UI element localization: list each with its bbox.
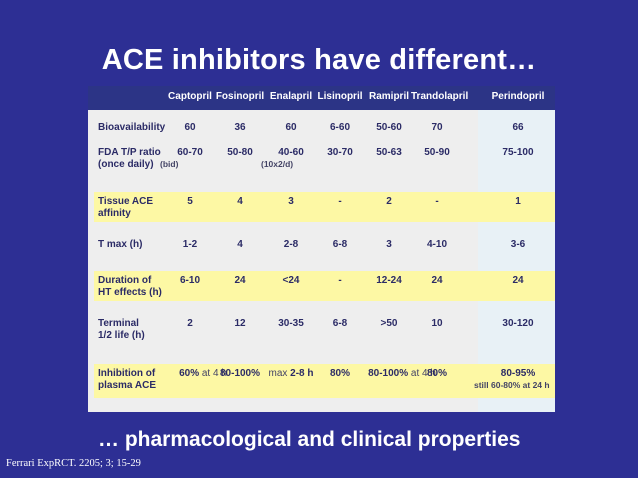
table-cell: >50 [380,318,398,329]
highlight-band [94,192,555,222]
table-cell: 60-70 (bid) [160,147,203,169]
table-cell: 80% [329,368,350,379]
table-cell: <24 [282,275,300,286]
table-cell: 3-6 [510,239,526,250]
table-cell: 66 [512,122,524,133]
row-label: Tissue ACE affinity [98,196,154,219]
row-label: Inhibition of plasma ACE [98,368,156,391]
table-cell: 40-60 (10x2/d) [261,147,304,169]
slide-title: ACE inhibitors have different… [101,44,537,76]
table-cell: 80-100% at 4 h [368,368,436,379]
column-header-enalapril: Enalapril [269,91,313,102]
table-cell: 4 [237,196,243,207]
table-cell: 2-8 [283,239,299,250]
table-cell: 12 [234,318,246,329]
table-cell: - [435,196,439,207]
table-cell: 4 [237,239,243,250]
column-header-perindopril: Perindopril [491,91,545,102]
highlight-band [94,271,555,301]
table-cell: 60 [285,122,297,133]
table-cell: max 2-8 h [268,368,314,379]
table-cell: 80% [426,368,447,379]
table-cell: 3 [288,196,294,207]
table-cell: 6-60 [329,122,350,133]
table-cell: 30-35 [278,318,304,329]
table-cell: 2 [187,318,193,329]
table-cell: 50-90 [424,147,450,158]
slide-subtitle: … pharmacological and clinical propertie… [98,428,521,451]
table-cell: 24 [431,275,443,286]
table-cell: 60 [184,122,196,133]
table-cell: - [338,275,342,286]
table-cell: 80-100% [219,368,261,379]
table-cell: 30-120 [502,318,534,329]
table-cell: 75-100 [502,147,534,158]
table-cell: 1-2 [182,239,198,250]
citation: Ferrari ExpRCT. 2205; 3; 15-29 [6,458,141,469]
table-cell: 3 [386,239,392,250]
table-cell: 36 [234,122,246,133]
table-cell: 24 [512,275,524,286]
comparison-table: Captopril Fosinopril Enalapril Lisinopril Ra… [88,86,555,412]
column-header-fosinopril: Fosinopril [215,91,265,102]
column-header-captopril: Captopril [168,91,212,102]
table-cell: 30-70 [327,147,353,158]
column-header-trandolapril: Trandolapril [411,91,469,102]
table-cell: 12-24 [376,275,402,286]
table-cell: 50-60 [376,122,402,133]
perindopril-column-highlight [478,86,555,412]
table-cell: 10 [431,318,443,329]
table-cell: 2 [386,196,392,207]
table-cell: 50-80 [227,147,253,158]
column-header-ramipril: Ramipril [368,91,409,102]
table-cell: 80-95% still 60-80% at 24 h [474,368,550,390]
highlight-band [94,364,555,398]
table-cell: 6-10 [179,275,200,286]
table-cell: 6-8 [332,318,348,329]
row-label: FDA T/P ratio (once daily) [98,147,161,170]
table-cell: 5 [187,196,193,207]
row-label: Bioavailability [98,122,166,133]
table-cell: 60% at 4 h [179,368,227,379]
table-header: Captopril Fosinopril Enalapril Lisinopril Ra… [88,86,555,110]
table-cell: 4-10 [426,239,447,250]
table-cell: 6-8 [332,239,348,250]
row-label: T max (h) [98,239,143,250]
row-label: Terminal 1/2 life (h) [98,318,145,341]
column-header-lisinopril: Lisinopril [317,91,363,102]
table-cell: - [338,196,342,207]
table-cell: 24 [234,275,246,286]
table-cell: 1 [515,196,521,207]
row-label: Duration of HT effects (h) [98,275,162,298]
table-cell: 50-63 [376,147,402,158]
table-cell: 70 [431,122,443,133]
